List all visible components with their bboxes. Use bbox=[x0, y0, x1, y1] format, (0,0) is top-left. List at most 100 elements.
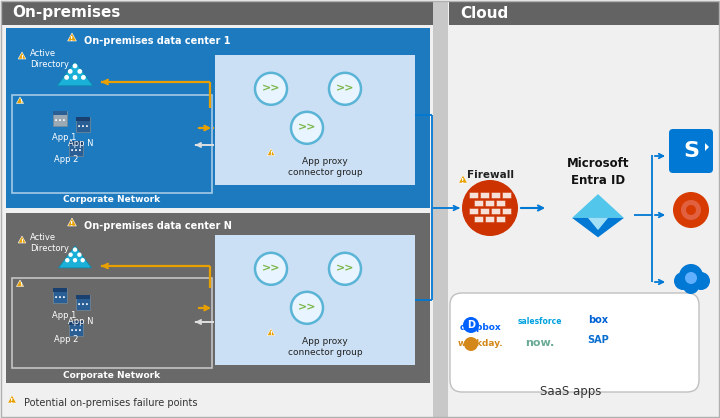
Circle shape bbox=[255, 253, 287, 285]
Bar bbox=[69, 141, 83, 145]
Text: >>: >> bbox=[262, 84, 280, 94]
Bar bbox=[6, 28, 430, 208]
Text: >>: >> bbox=[336, 84, 354, 94]
Bar bbox=[502, 208, 511, 214]
Bar bbox=[469, 192, 478, 198]
Polygon shape bbox=[267, 149, 275, 155]
Circle shape bbox=[674, 272, 692, 290]
FancyBboxPatch shape bbox=[669, 129, 713, 173]
Text: App 2: App 2 bbox=[54, 155, 78, 165]
Bar bbox=[491, 192, 500, 198]
Bar bbox=[474, 200, 483, 206]
Bar bbox=[69, 141, 83, 156]
Text: S: S bbox=[683, 141, 699, 161]
Bar bbox=[76, 117, 90, 121]
Text: SAP: SAP bbox=[587, 335, 609, 345]
Text: On-premises: On-premises bbox=[12, 5, 120, 20]
Text: !: ! bbox=[269, 331, 272, 336]
Polygon shape bbox=[459, 175, 467, 183]
Text: !: ! bbox=[21, 54, 24, 59]
Bar bbox=[69, 321, 83, 336]
Circle shape bbox=[692, 272, 710, 290]
Text: dropbox: dropbox bbox=[459, 324, 501, 332]
Bar bbox=[1, 1, 433, 25]
Polygon shape bbox=[18, 236, 26, 243]
Circle shape bbox=[686, 205, 696, 215]
Circle shape bbox=[255, 73, 287, 105]
Circle shape bbox=[291, 292, 323, 324]
Bar bbox=[53, 288, 67, 292]
Bar bbox=[6, 213, 430, 383]
Circle shape bbox=[82, 125, 84, 127]
Circle shape bbox=[63, 296, 65, 298]
Text: !: ! bbox=[269, 151, 272, 156]
Circle shape bbox=[679, 264, 703, 288]
Bar bbox=[53, 111, 67, 126]
Bar bbox=[69, 321, 83, 325]
Polygon shape bbox=[705, 143, 709, 151]
Circle shape bbox=[685, 272, 697, 284]
Circle shape bbox=[78, 125, 80, 127]
Text: App N: App N bbox=[68, 140, 94, 148]
Text: box: box bbox=[588, 315, 608, 325]
Text: !: ! bbox=[71, 36, 73, 42]
Circle shape bbox=[78, 69, 82, 74]
Circle shape bbox=[81, 75, 86, 80]
Text: On-premises data center 1: On-premises data center 1 bbox=[84, 36, 230, 46]
Text: workday.: workday. bbox=[457, 339, 503, 349]
Text: D: D bbox=[467, 320, 475, 330]
Circle shape bbox=[71, 149, 73, 151]
Circle shape bbox=[65, 258, 70, 263]
Circle shape bbox=[73, 64, 78, 68]
Text: !: ! bbox=[21, 239, 24, 244]
Circle shape bbox=[681, 200, 701, 220]
Text: !: ! bbox=[19, 99, 22, 104]
Text: now.: now. bbox=[526, 338, 554, 348]
Bar bbox=[449, 1, 719, 25]
Text: Potential on-premises failure points: Potential on-premises failure points bbox=[24, 398, 197, 408]
Polygon shape bbox=[572, 218, 624, 237]
Circle shape bbox=[59, 119, 61, 121]
Circle shape bbox=[59, 296, 61, 298]
Bar bbox=[215, 235, 415, 365]
Text: Cloud: Cloud bbox=[460, 5, 508, 20]
Circle shape bbox=[68, 252, 73, 257]
Text: !: ! bbox=[462, 178, 464, 184]
Bar bbox=[474, 216, 483, 222]
Text: salesforce: salesforce bbox=[518, 318, 562, 326]
Text: App proxy
connector group: App proxy connector group bbox=[288, 337, 362, 357]
Text: Corporate Network: Corporate Network bbox=[63, 370, 161, 380]
Bar bbox=[433, 1, 448, 417]
Bar bbox=[480, 208, 489, 214]
Bar bbox=[485, 200, 494, 206]
Text: App 1: App 1 bbox=[52, 311, 76, 319]
Circle shape bbox=[673, 192, 709, 228]
Circle shape bbox=[55, 119, 57, 121]
Circle shape bbox=[71, 329, 73, 331]
Text: >>: >> bbox=[298, 303, 316, 313]
Bar bbox=[76, 295, 90, 299]
Bar bbox=[469, 208, 478, 214]
Bar bbox=[502, 192, 511, 198]
Circle shape bbox=[75, 329, 77, 331]
Circle shape bbox=[73, 75, 78, 80]
Circle shape bbox=[86, 125, 88, 127]
Text: Firewall: Firewall bbox=[467, 170, 513, 180]
Polygon shape bbox=[17, 280, 24, 286]
Text: >>: >> bbox=[298, 123, 316, 133]
Text: On-premises data center N: On-premises data center N bbox=[84, 221, 232, 231]
Text: App 1: App 1 bbox=[52, 133, 76, 143]
Bar bbox=[53, 288, 67, 303]
Circle shape bbox=[63, 119, 65, 121]
Circle shape bbox=[64, 75, 69, 80]
Bar bbox=[53, 111, 67, 115]
Text: Corporate Network: Corporate Network bbox=[63, 196, 161, 204]
Bar bbox=[491, 208, 500, 214]
Circle shape bbox=[79, 149, 81, 151]
Text: SaaS apps: SaaS apps bbox=[540, 385, 602, 398]
Polygon shape bbox=[267, 329, 275, 336]
Text: App 2: App 2 bbox=[54, 336, 78, 344]
Circle shape bbox=[78, 303, 80, 305]
Bar bbox=[480, 192, 489, 198]
Circle shape bbox=[55, 296, 57, 298]
